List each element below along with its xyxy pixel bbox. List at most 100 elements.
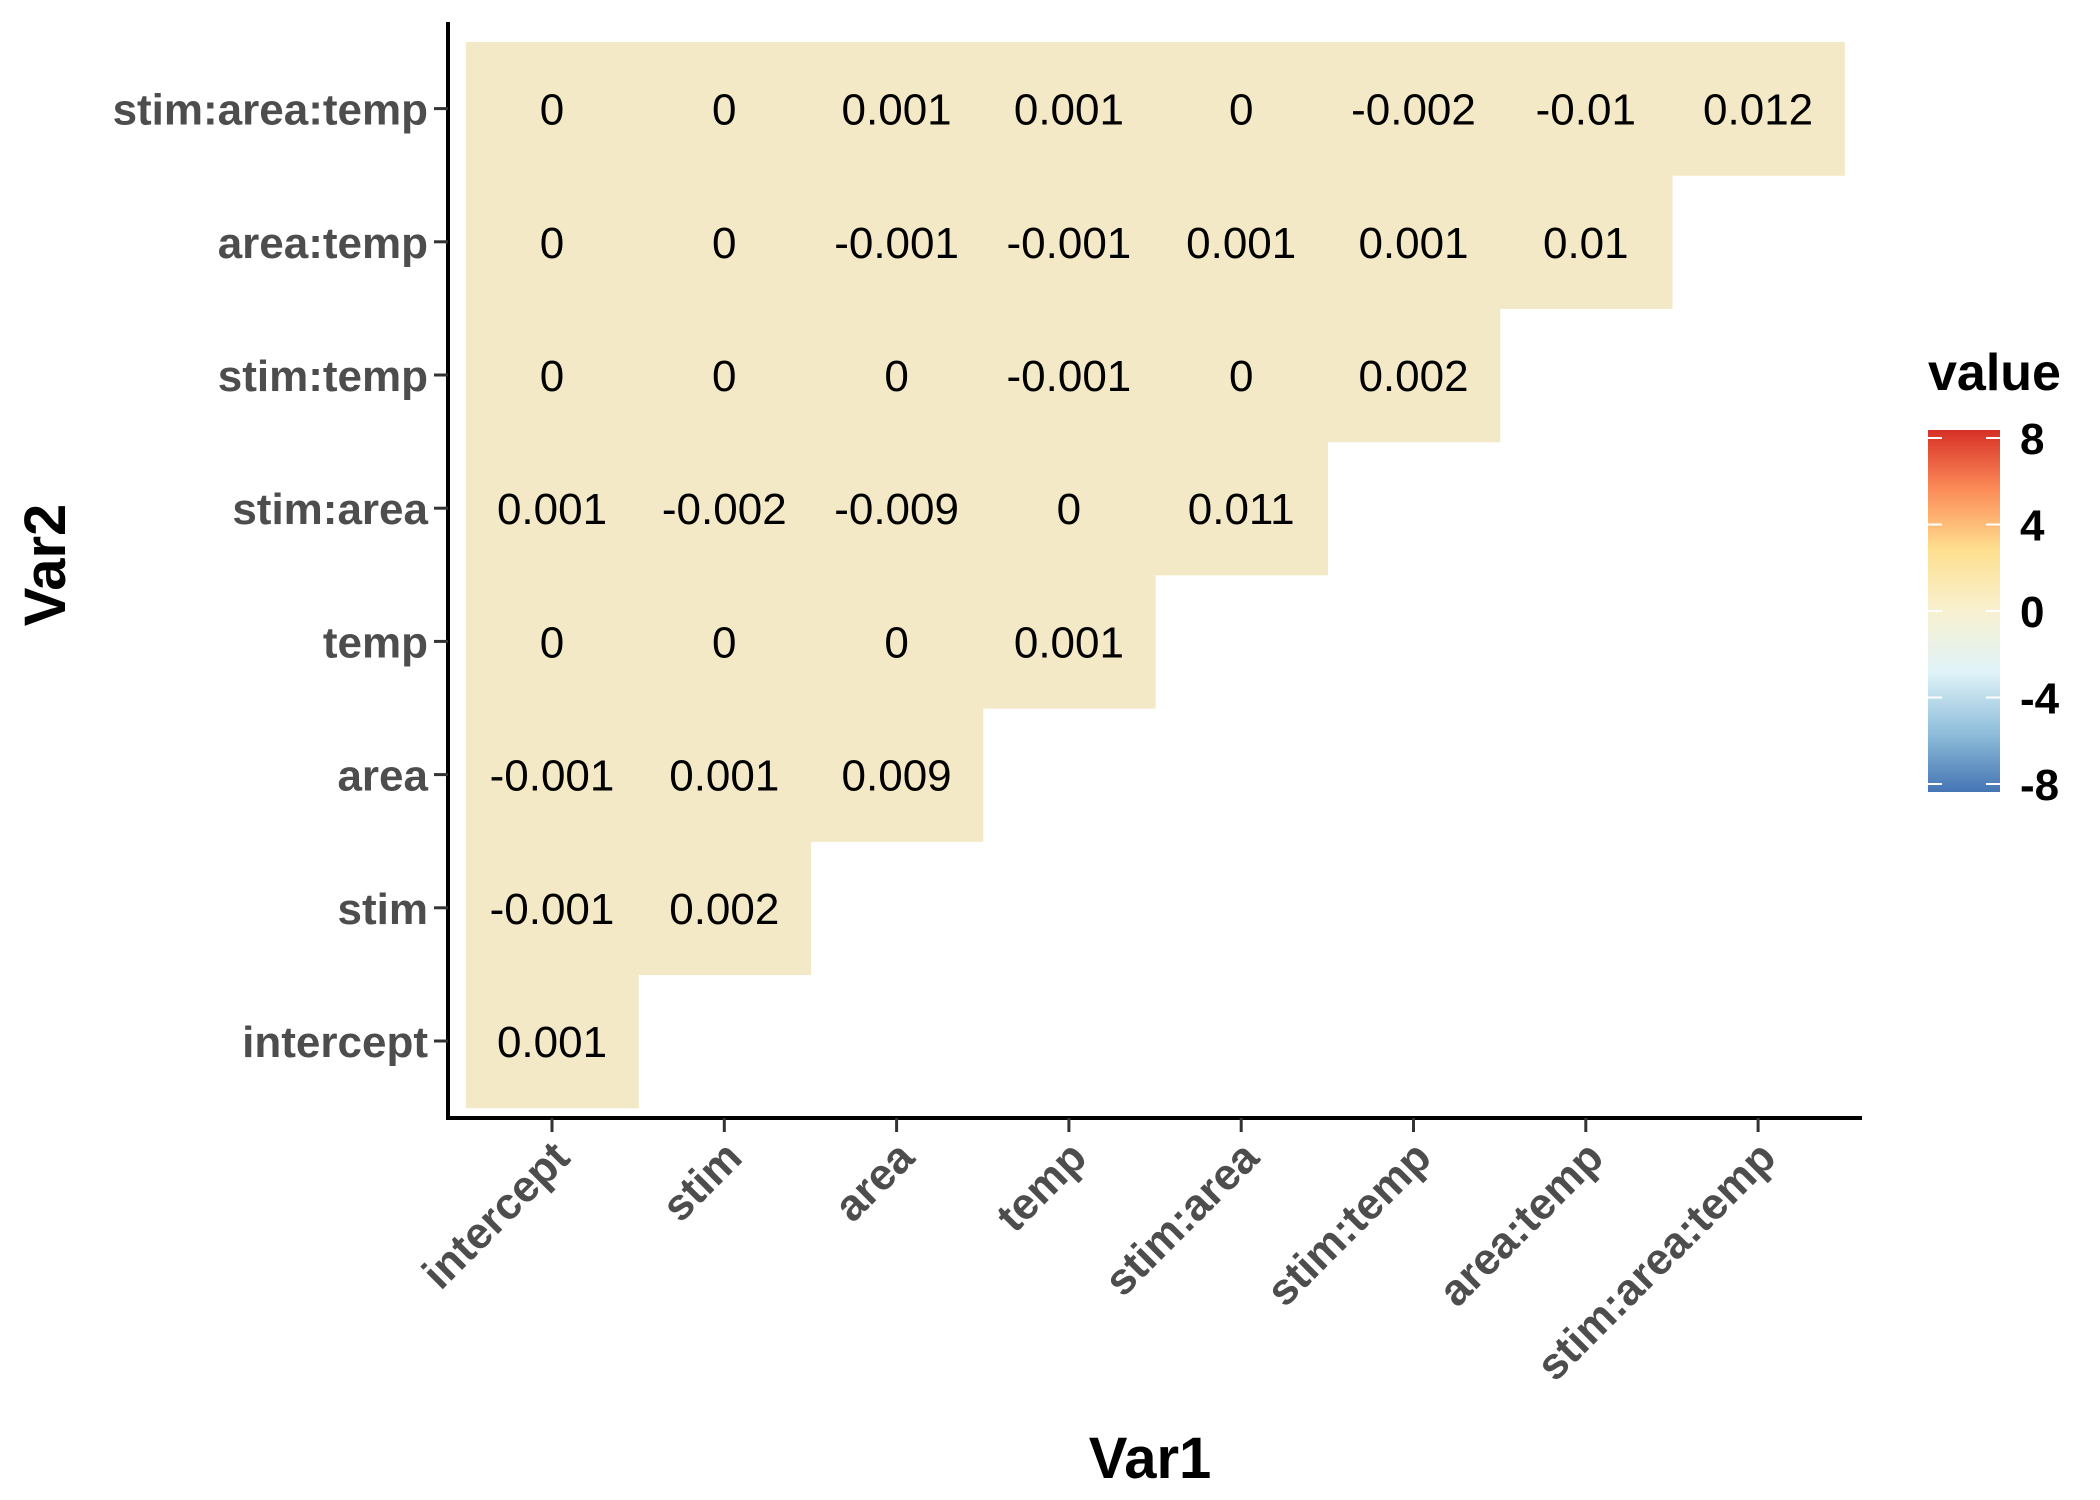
heatmap-cell-intercept-stim-temp [465, 308, 639, 443]
cell-value-stim-area-stim-temp: 0 [1229, 352, 1253, 401]
cell-value-stim-stim-area-temp: 0 [712, 86, 736, 135]
y-tick-label-stim-temp: stim:temp [218, 352, 428, 401]
cell-value-intercept-stim-temp: 0 [540, 352, 564, 401]
heatmap-cell-area-area-temp [810, 175, 984, 309]
x-tick-label-area: area [825, 1132, 924, 1231]
heatmap-cell-temp-temp [982, 574, 1156, 709]
cell-value-temp-temp: 0.001 [1014, 618, 1124, 667]
cell-value-stim-area-stim-area: 0.011 [1188, 485, 1295, 534]
heatmap-cell-stim-area-stim-temp [1155, 308, 1328, 443]
x-tick-label-temp: temp [987, 1132, 1096, 1241]
heatmap-cells [465, 42, 1845, 1109]
heatmap-cell-temp-stim-area-temp [982, 42, 1156, 176]
cell-value-area-area: 0.009 [842, 752, 952, 801]
heatmap-cell-stim-temp [638, 574, 812, 709]
cell-value-intercept-stim-area-temp: 0 [540, 86, 564, 135]
cell-value-intercept-area: -0.001 [490, 752, 615, 801]
x-axis-title: Var1 [1089, 1426, 1212, 1491]
cell-value-stim-temp-stim-temp: 0.002 [1358, 352, 1468, 401]
x-tick-label-stim: stim [653, 1132, 752, 1231]
heatmap-cell-temp-stim-temp [982, 308, 1156, 443]
cell-value-temp-stim-area: 0 [1057, 485, 1081, 534]
cell-value-stim-area: 0.001 [669, 752, 779, 801]
cell-value-area-temp-stim-area-temp: -0.01 [1536, 86, 1636, 135]
cell-value-intercept-stim-area: 0.001 [497, 485, 607, 534]
heatmap-cell-temp-stim-area [982, 441, 1156, 576]
y-tick-label-stim-area: stim:area [232, 485, 428, 534]
cell-value-stim-area-area-temp: 0.001 [1186, 219, 1296, 268]
y-tick-label-area: area [337, 752, 428, 801]
heatmap-cell-stim-area-temp [638, 175, 812, 309]
cell-value-temp-stim-area-temp: 0.001 [1014, 86, 1124, 135]
heatmap-cell-area-stim-area-temp [810, 42, 984, 176]
heatmap-cell-stim-stim-area [638, 441, 812, 576]
x-tick-label-stim-area: stim:area [1095, 1132, 1268, 1305]
cell-value-stim-area-temp: 0 [712, 219, 736, 268]
cell-value-stim-temp-area-temp: 0.001 [1358, 219, 1468, 268]
cell-value-intercept-intercept: 0.001 [497, 1018, 607, 1067]
cell-value-stim-temp-stim-area-temp: -0.002 [1351, 86, 1476, 135]
legend-label--4: -4 [2020, 675, 2060, 724]
heatmap-cell-stim-area-stim-area [1155, 441, 1328, 576]
cell-value-area-stim-area: -0.009 [834, 485, 959, 534]
heatmap-cell-area-stim-temp [810, 308, 984, 443]
heatmap-cell-area-temp-stim-area-temp [1499, 42, 1673, 176]
cell-value-area-temp: 0 [884, 618, 908, 667]
axes [434, 22, 1862, 1132]
x-tick-label-intercept: intercept [413, 1132, 579, 1298]
heatmap-cell-stim-area-temp-stim-area-temp [1671, 42, 1845, 176]
heatmap-cell-area-stim-area [810, 441, 984, 576]
legend-title: value [1928, 344, 2061, 402]
legend-label-4: 4 [2020, 502, 2045, 551]
cell-value-stim-stim-area: -0.002 [662, 485, 787, 534]
y-tick-label-stim-area-temp: stim:area:temp [113, 86, 428, 135]
cell-value-area-temp-area-temp: 0.01 [1543, 219, 1629, 268]
heatmap-cell-stim-area [638, 708, 812, 842]
heatmap-cell-area-temp-area-temp [1499, 175, 1673, 309]
cell-value-stim-area-temp-stim-area-temp: 0.012 [1703, 86, 1813, 135]
heatmap-cell-intercept-stim-area-temp [465, 42, 639, 176]
cell-value-stim-temp: 0 [712, 618, 736, 667]
cell-value-intercept-temp: 0 [540, 618, 564, 667]
heatmap-cell-stim-area-area-temp [1155, 175, 1328, 309]
heatmap-cell-stim-temp-stim-temp [1327, 308, 1501, 443]
heatmap-cell-intercept-area-temp [465, 175, 639, 309]
legend-label-0: 0 [2020, 588, 2044, 637]
heatmap-cell-intercept-stim-area [465, 441, 639, 576]
heatmap-cell-temp-area-temp [982, 175, 1156, 309]
heatmap-cell-stim-stim-area-temp [638, 42, 812, 176]
cell-value-stim-stim-temp: 0 [712, 352, 736, 401]
heatmap-cell-intercept-stim [465, 841, 639, 975]
heatmap-cell-intercept-area [465, 708, 639, 842]
y-tick-label-temp: temp [323, 618, 428, 667]
heatmap-cell-stim-stim [638, 841, 812, 975]
legend-label--8: -8 [2020, 761, 2059, 810]
y-tick-label-stim: stim [338, 885, 428, 934]
cell-value-labels: 0.001 -0.001 0.002 -0.001 0.001 0.009 0 0 0 0.001… [490, 86, 1814, 1067]
cell-value-stim-area-stim-area-temp: 0 [1229, 86, 1253, 135]
heatmap-cell-area-area [810, 708, 984, 842]
legend-label-8: 8 [2020, 415, 2044, 464]
y-tick-label-area-temp: area:temp [218, 219, 428, 268]
cell-value-area-stim-temp: 0 [884, 352, 908, 401]
x-tick-label-stim-temp: stim:temp [1257, 1132, 1440, 1315]
cell-value-temp-stim-temp: -0.001 [1007, 352, 1132, 401]
cell-value-temp-area-temp: -0.001 [1007, 219, 1132, 268]
heatmap-cell-stim-temp-area-temp [1327, 175, 1501, 309]
heatmap-cell-stim-area-stim-area-temp [1155, 42, 1328, 176]
color-legend: value 8 4 0 -4 -8 [1928, 344, 2061, 810]
x-tick-label-area-temp: area:temp [1430, 1132, 1613, 1315]
cell-value-intercept-area-temp: 0 [540, 219, 564, 268]
cell-value-stim-stim: 0.002 [669, 885, 779, 934]
cell-value-intercept-stim: -0.001 [490, 885, 615, 934]
heatmap-cell-stim-temp-stim-area-temp [1327, 42, 1501, 176]
y-axis-title: Var2 [13, 504, 78, 627]
cell-value-area-area-temp: -0.001 [834, 219, 959, 268]
heatmap-cell-intercept-intercept [465, 974, 639, 1109]
heatmap-cell-stim-stim-temp [638, 308, 812, 443]
y-tick-label-intercept: intercept [242, 1018, 428, 1067]
heatmap-cell-intercept-temp [465, 574, 639, 709]
heatmap-cell-area-temp [810, 574, 984, 709]
cell-value-area-stim-area-temp: 0.001 [842, 86, 952, 135]
